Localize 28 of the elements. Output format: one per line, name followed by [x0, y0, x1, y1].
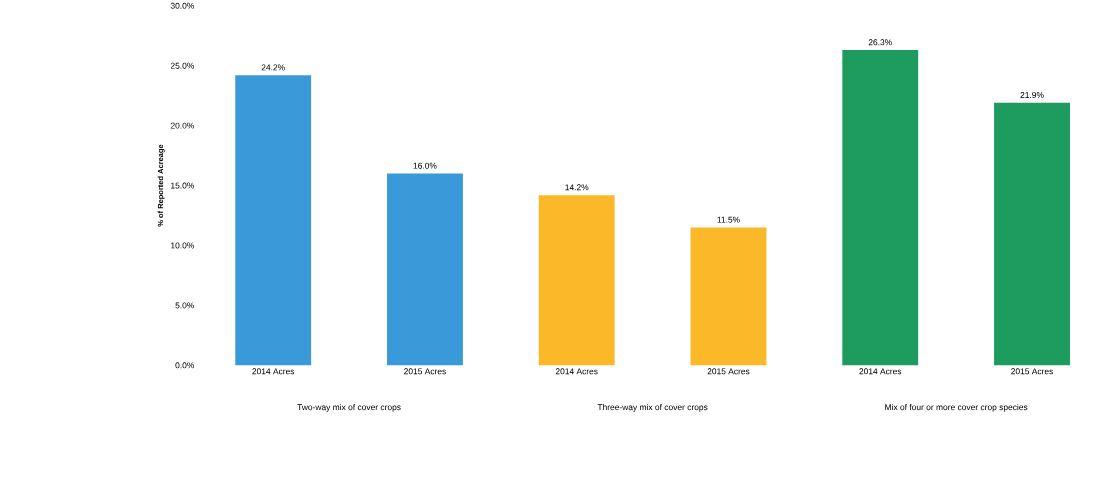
y-tick-label: 0.0% — [175, 362, 195, 369]
text: Mix of four or more cover crop species — [885, 403, 1028, 412]
data-label: 14.2% — [565, 184, 589, 191]
x-tick-label: 2014 Acres — [859, 368, 902, 375]
bar — [538, 194, 615, 366]
y-tick-label: 15.0% — [171, 182, 195, 189]
bar — [690, 227, 767, 366]
y-tick-label: 25.0% — [170, 62, 195, 69]
x-tick-label: 2015 Acres — [1011, 368, 1053, 375]
data-label: 11.5% — [717, 216, 740, 223]
x-tick-label: 2014 Acres — [555, 368, 598, 375]
x-tick-label: 2015 Acres — [707, 368, 750, 375]
x-tick-label: 2015 Acres — [404, 368, 446, 375]
data-label: 16.0% — [413, 162, 437, 169]
bar — [842, 49, 919, 366]
y-tick-label: 30.0% — [170, 2, 195, 9]
y-tick-label: 20.0% — [170, 122, 195, 129]
y-tick-label: 5.0% — [175, 302, 195, 309]
data-label: 26.3% — [868, 39, 892, 46]
text: Two-way mix of cover crops — [297, 403, 401, 412]
x-tick-label: 2014 Acres — [252, 368, 295, 375]
bar — [235, 75, 312, 366]
text: Three-way mix of cover crops — [597, 403, 708, 412]
y-tick-label: 10.0% — [171, 242, 195, 249]
data-label: 24.2% — [261, 64, 285, 71]
data-label: 21.9% — [1020, 91, 1044, 98]
bar — [994, 102, 1070, 366]
bar — [387, 173, 463, 366]
